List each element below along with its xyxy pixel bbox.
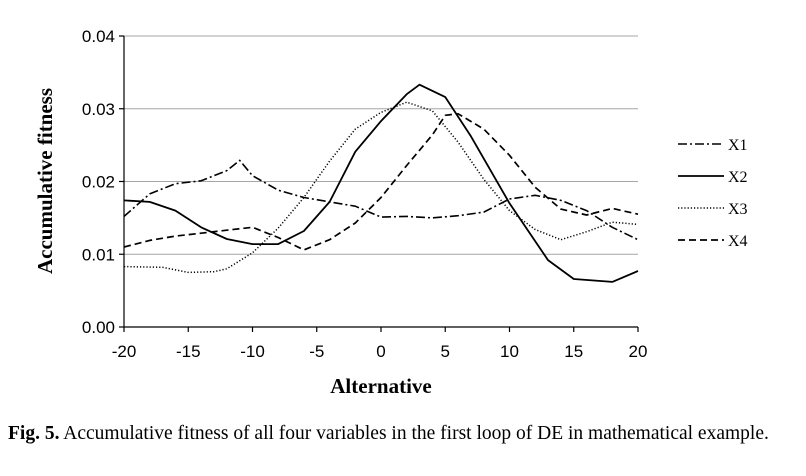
y-tick-label: 0.04: [82, 27, 115, 46]
gridlines: [124, 35, 638, 255]
x-tick-label: -5: [309, 342, 324, 361]
x-axis-title: Alternative: [330, 374, 431, 398]
y-tick-label: 0.01: [82, 245, 115, 264]
legend-label-x3: X3: [728, 201, 748, 218]
legend-label-x1: X1: [728, 137, 748, 154]
y-tick-label: 0.03: [82, 100, 115, 119]
x-tick-label: -15: [176, 342, 201, 361]
caption-text: Accumulative fitness of all four variabl…: [63, 423, 769, 444]
x-tick-label: 0: [376, 342, 385, 361]
line-chart: 0.000.010.020.030.04-20 -15 -10 -5 0 5 10 15 20 …: [33, 27, 748, 398]
series-line-x4: [123, 112, 639, 251]
ticks: 0.00 0.01 0.02 0.03 0.04 -20 -15 -10 -5 0 5 10 15 20: [82, 27, 648, 361]
x-tick-label: 20: [629, 342, 648, 361]
figure-caption: Fig. 5. Accumulative fitness of all four…: [8, 421, 798, 447]
series-lines: [123, 83, 639, 283]
y-tick-label: 0.00: [82, 318, 115, 337]
legend-label-x4: X4: [728, 233, 748, 250]
x-tick-label: 15: [564, 342, 583, 361]
y-tick-label: 0.02: [82, 173, 115, 192]
x-tick-label: -10: [240, 342, 265, 361]
x-tick-label: 5: [441, 342, 450, 361]
x-tick-label: 10: [500, 342, 519, 361]
series-line-x3: [123, 101, 639, 274]
legend: X1 X2 X3 X4: [678, 137, 748, 250]
legend-label-x2: X2: [728, 169, 748, 186]
x-tick-label: -20: [112, 342, 137, 361]
series-line-x2: [123, 83, 639, 283]
figure-label: Fig. 5.: [8, 423, 60, 444]
y-axis-title: Accumulative fitness: [33, 88, 57, 274]
